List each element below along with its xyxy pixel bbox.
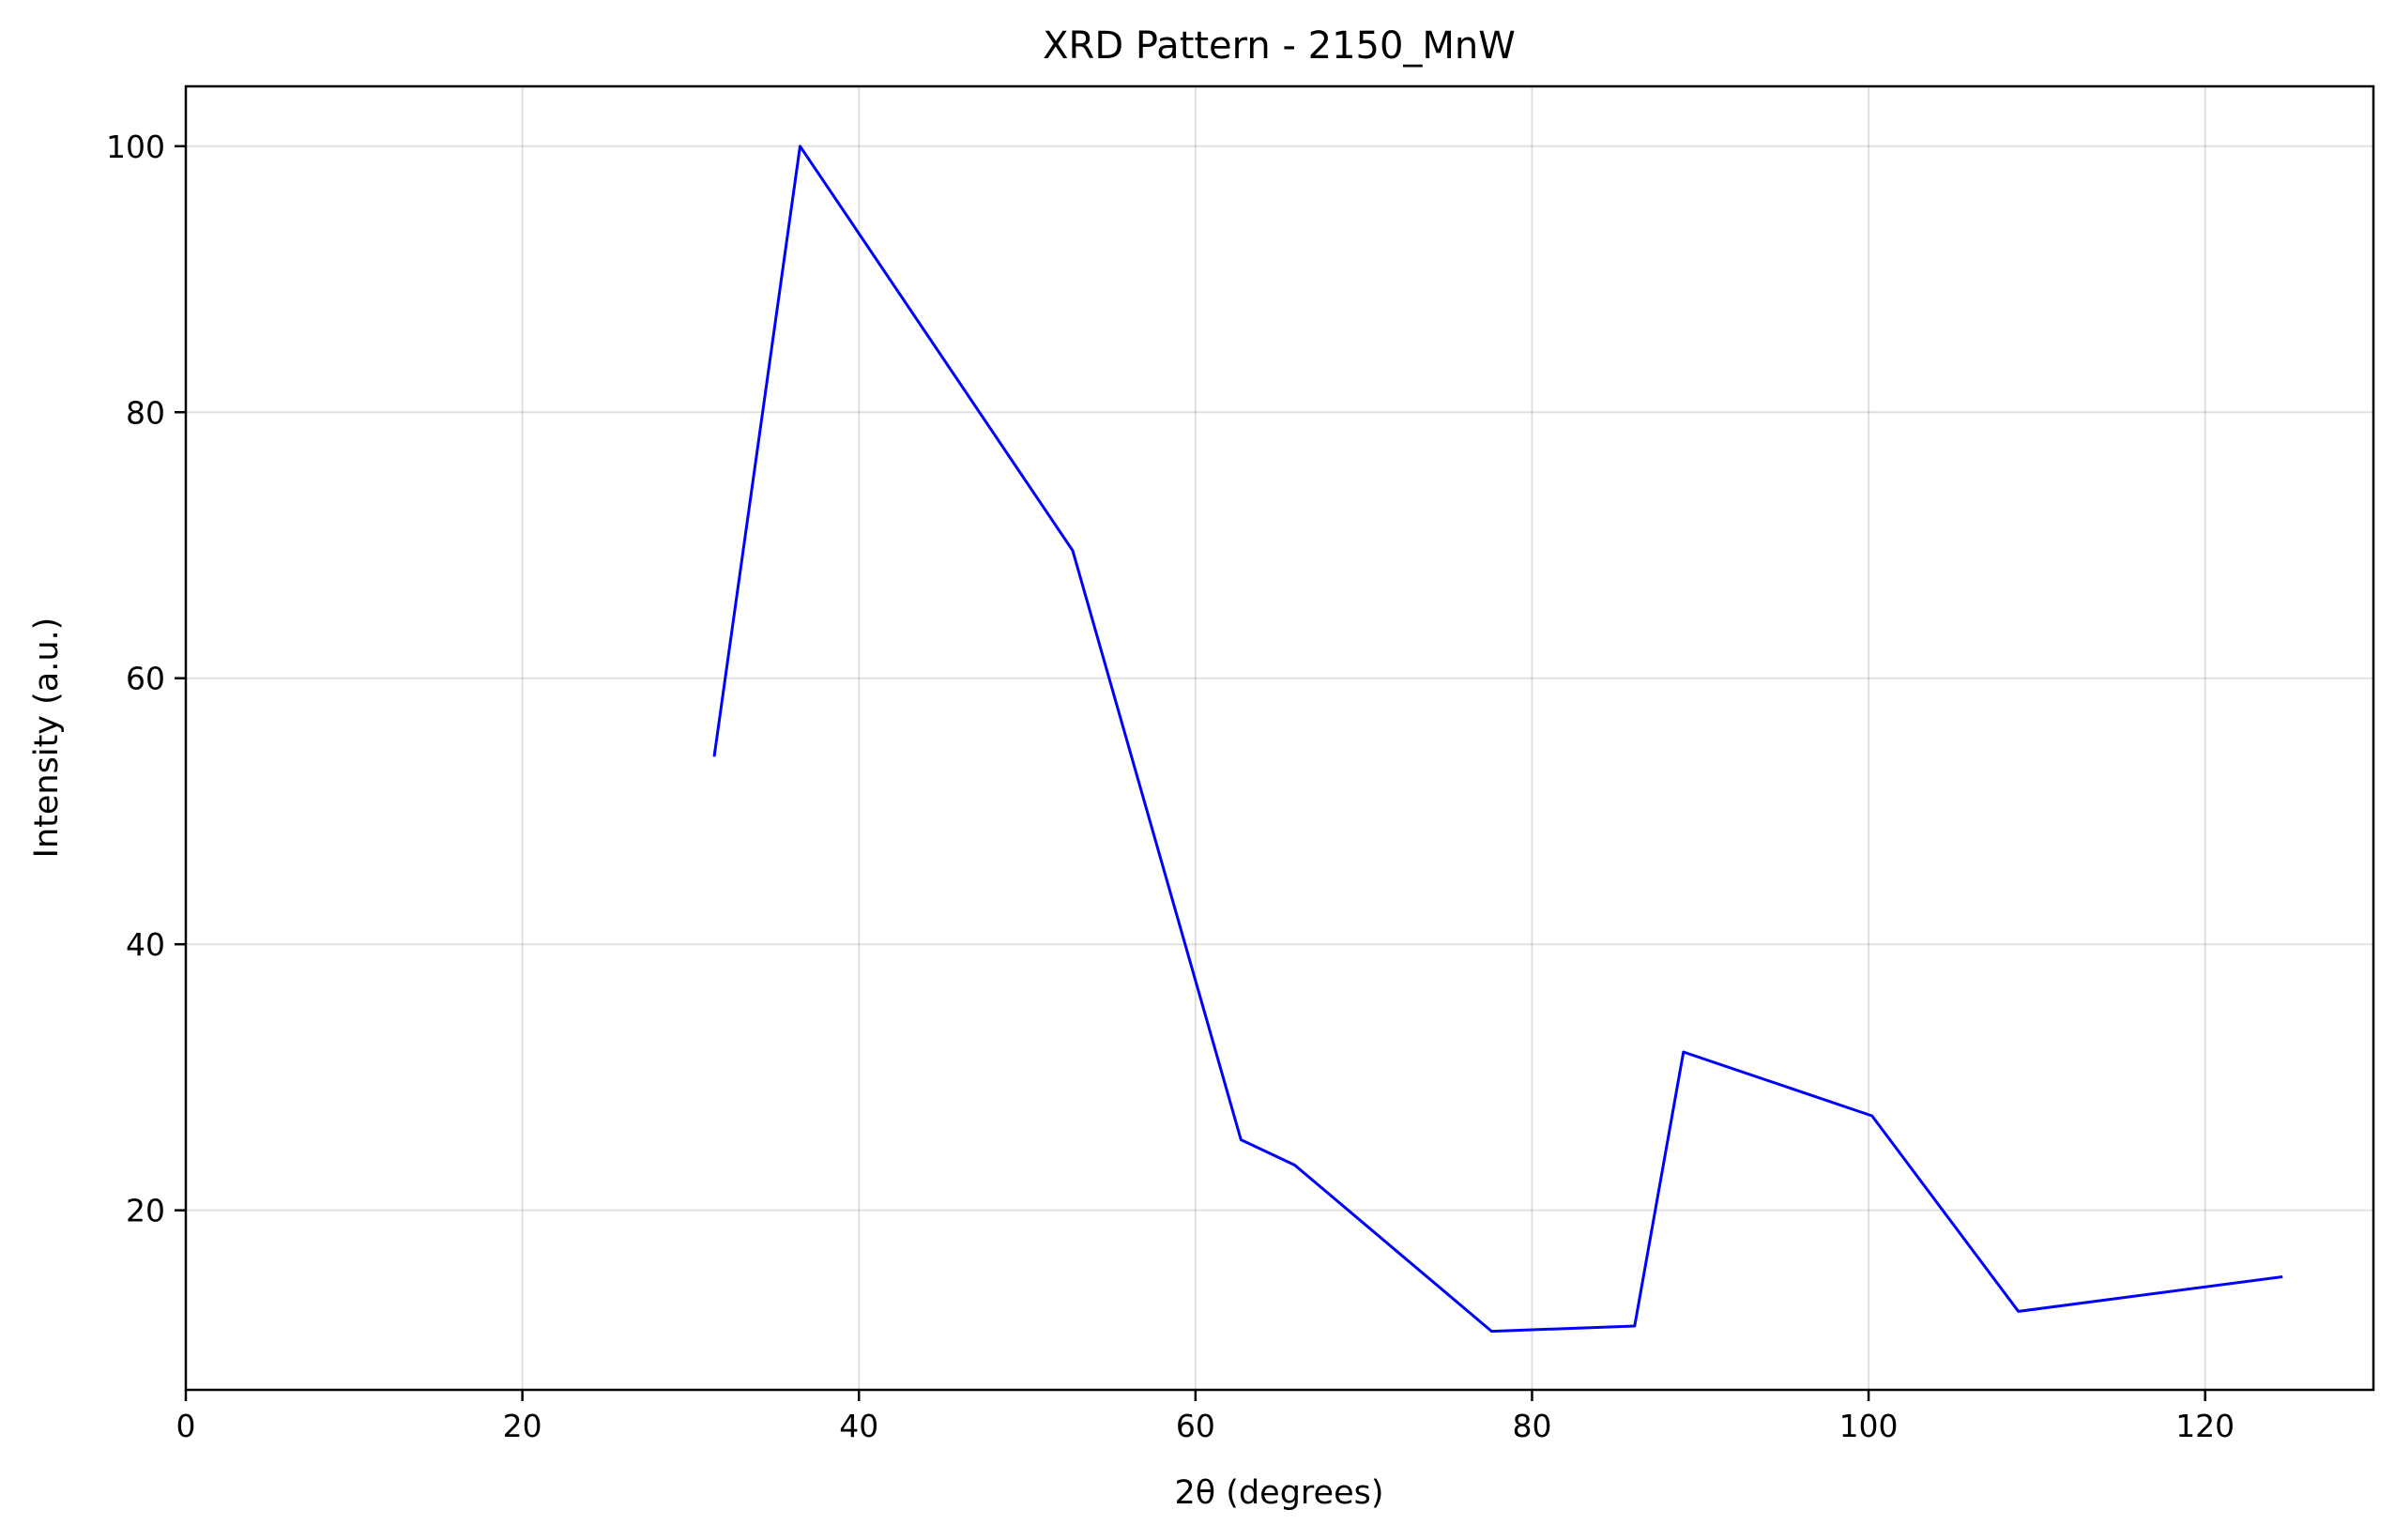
x-tick-label: 60 (1176, 1408, 1215, 1444)
x-axis-label: 2θ (degrees) (1174, 1474, 1383, 1512)
x-tick-label: 20 (503, 1408, 542, 1444)
y-tick-label: 40 (126, 926, 165, 963)
axis-ticks: 0 20 40 60 80 100 120 20 40 60 80 100 (106, 129, 2235, 1444)
chart-title: XRD Pattern - 2150_MnW (1043, 24, 1516, 68)
x-tick-label: 120 (2175, 1408, 2235, 1444)
x-tick-label: 80 (1512, 1408, 1551, 1444)
y-tick-label: 60 (126, 661, 165, 697)
x-tick-label: 40 (839, 1408, 878, 1444)
plot-frame (184, 84, 2375, 1392)
y-tick-label: 20 (126, 1193, 165, 1229)
series-line (712, 145, 2283, 1334)
y-tick-label: 80 (126, 394, 165, 431)
y-axis-label: Intensity (a.u.) (28, 618, 66, 859)
series-layer (712, 145, 2283, 1334)
y-tick-label: 100 (106, 129, 165, 165)
grid-lines (185, 86, 2373, 1390)
x-tick-label: 0 (176, 1408, 196, 1444)
x-tick-label: 100 (1839, 1408, 1899, 1444)
